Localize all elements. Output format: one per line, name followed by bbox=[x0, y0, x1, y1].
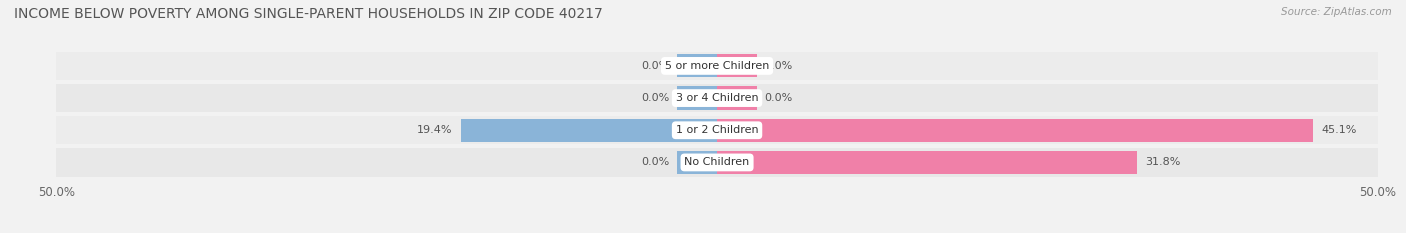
Text: 31.8%: 31.8% bbox=[1146, 158, 1181, 168]
Bar bbox=[717, 151, 1137, 174]
Text: 1 or 2 Children: 1 or 2 Children bbox=[676, 125, 758, 135]
Text: 5 or more Children: 5 or more Children bbox=[665, 61, 769, 71]
Text: 0.0%: 0.0% bbox=[641, 158, 669, 168]
Text: No Children: No Children bbox=[685, 158, 749, 168]
Text: 0.0%: 0.0% bbox=[765, 93, 793, 103]
Text: 19.4%: 19.4% bbox=[418, 125, 453, 135]
Text: Source: ZipAtlas.com: Source: ZipAtlas.com bbox=[1281, 7, 1392, 17]
Text: 0.0%: 0.0% bbox=[641, 93, 669, 103]
Bar bbox=[678, 54, 717, 78]
Bar bbox=[461, 119, 717, 142]
Bar bbox=[56, 148, 1378, 177]
Text: 0.0%: 0.0% bbox=[641, 61, 669, 71]
Bar bbox=[56, 84, 1378, 112]
Text: 3 or 4 Children: 3 or 4 Children bbox=[676, 93, 758, 103]
Text: INCOME BELOW POVERTY AMONG SINGLE-PARENT HOUSEHOLDS IN ZIP CODE 40217: INCOME BELOW POVERTY AMONG SINGLE-PARENT… bbox=[14, 7, 603, 21]
Bar bbox=[717, 86, 756, 110]
Bar bbox=[717, 54, 756, 78]
Bar bbox=[56, 52, 1378, 80]
Bar bbox=[678, 151, 717, 174]
Bar bbox=[56, 116, 1378, 144]
Bar bbox=[678, 86, 717, 110]
Bar bbox=[717, 119, 1313, 142]
Text: 0.0%: 0.0% bbox=[765, 61, 793, 71]
Text: 45.1%: 45.1% bbox=[1322, 125, 1357, 135]
